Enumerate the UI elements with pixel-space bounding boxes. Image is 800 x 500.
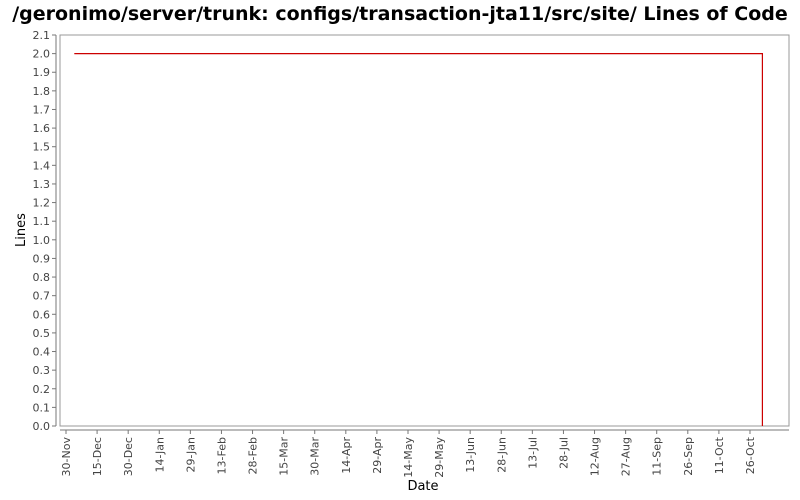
y-tick-label: 1.5: [33, 141, 51, 154]
x-axis-ticks: 30-Nov 15-Dec 30-Dec 14-Jan 29-Jan 13-Feb 28-F…: [60, 430, 757, 478]
y-tick-label: 0.6: [33, 308, 51, 321]
x-tick-label: 29-Apr: [371, 437, 384, 474]
y-tick-label: 0.5: [33, 327, 51, 340]
x-tick-label: 26-Oct: [744, 436, 757, 474]
x-axis-label: Date: [407, 479, 438, 494]
y-tick-label: 1.3: [33, 178, 51, 191]
x-tick-label: 15-Dec: [91, 437, 104, 476]
y-tick-label: 0.1: [33, 401, 51, 414]
x-tick-label: 13-Jun: [464, 437, 477, 473]
y-tick-label: 0.3: [33, 364, 51, 377]
y-tick-label: 0.8: [33, 271, 51, 284]
x-tick-label: 14-Apr: [340, 437, 353, 474]
y-tick-label: 2.0: [33, 48, 51, 61]
x-tick-label: 29-May: [433, 437, 446, 478]
chart-title: /geronimo/server/trunk: configs/transact…: [12, 3, 788, 25]
y-tick-label: 1.6: [33, 122, 51, 135]
y-axis-label: Lines: [14, 213, 29, 247]
y-axis-ticks: 0.0 0.1 0.2 0.3 0.4 0.5 0.6 0.7 0.8 0.9 1.0 1.1 1.2 1…: [33, 29, 56, 433]
y-tick-label: 1.1: [33, 215, 51, 228]
x-tick-label: 12-Aug: [589, 437, 602, 476]
y-tick-label: 2.1: [33, 29, 51, 42]
x-tick-label: 27-Aug: [620, 437, 633, 476]
x-tick-label: 13-Feb: [215, 437, 228, 474]
y-tick-label: 0.9: [33, 252, 51, 265]
x-tick-label: 14-Jan: [153, 437, 166, 473]
x-tick-label: 29-Jan: [184, 437, 197, 473]
x-tick-label: 13-Jul: [526, 437, 539, 469]
x-tick-label: 11-Oct: [713, 436, 726, 474]
x-tick-label: 11-Sep: [651, 437, 664, 476]
x-tick-label: 15-Mar: [278, 437, 291, 476]
y-tick-label: 0.7: [33, 290, 51, 303]
series-line: [74, 52, 764, 426]
y-tick-label: 1.0: [33, 234, 51, 247]
y-tick-label: 0.2: [33, 383, 51, 396]
x-tick-label: 30-Mar: [309, 437, 322, 476]
x-tick-label: 30-Nov: [60, 437, 73, 477]
y-tick-label: 0.0: [33, 420, 51, 433]
x-tick-label: 28-Jul: [557, 437, 570, 469]
x-tick-label: 28-Feb: [247, 437, 260, 474]
y-tick-label: 1.2: [33, 197, 51, 210]
x-tick-label: 28-Jun: [495, 437, 508, 473]
x-tick-label: 26-Sep: [682, 437, 695, 476]
plot-area: [59, 34, 790, 427]
x-tick-label: 14-May: [402, 437, 415, 478]
y-tick-label: 1.7: [33, 103, 51, 116]
y-tick-label: 0.4: [33, 346, 51, 359]
y-tick-label: 1.9: [33, 66, 51, 79]
series-layer: [74, 52, 764, 426]
y-tick-label: 1.4: [33, 159, 51, 172]
x-tick-label: 30-Dec: [122, 437, 135, 476]
y-tick-label: 1.8: [33, 85, 51, 98]
